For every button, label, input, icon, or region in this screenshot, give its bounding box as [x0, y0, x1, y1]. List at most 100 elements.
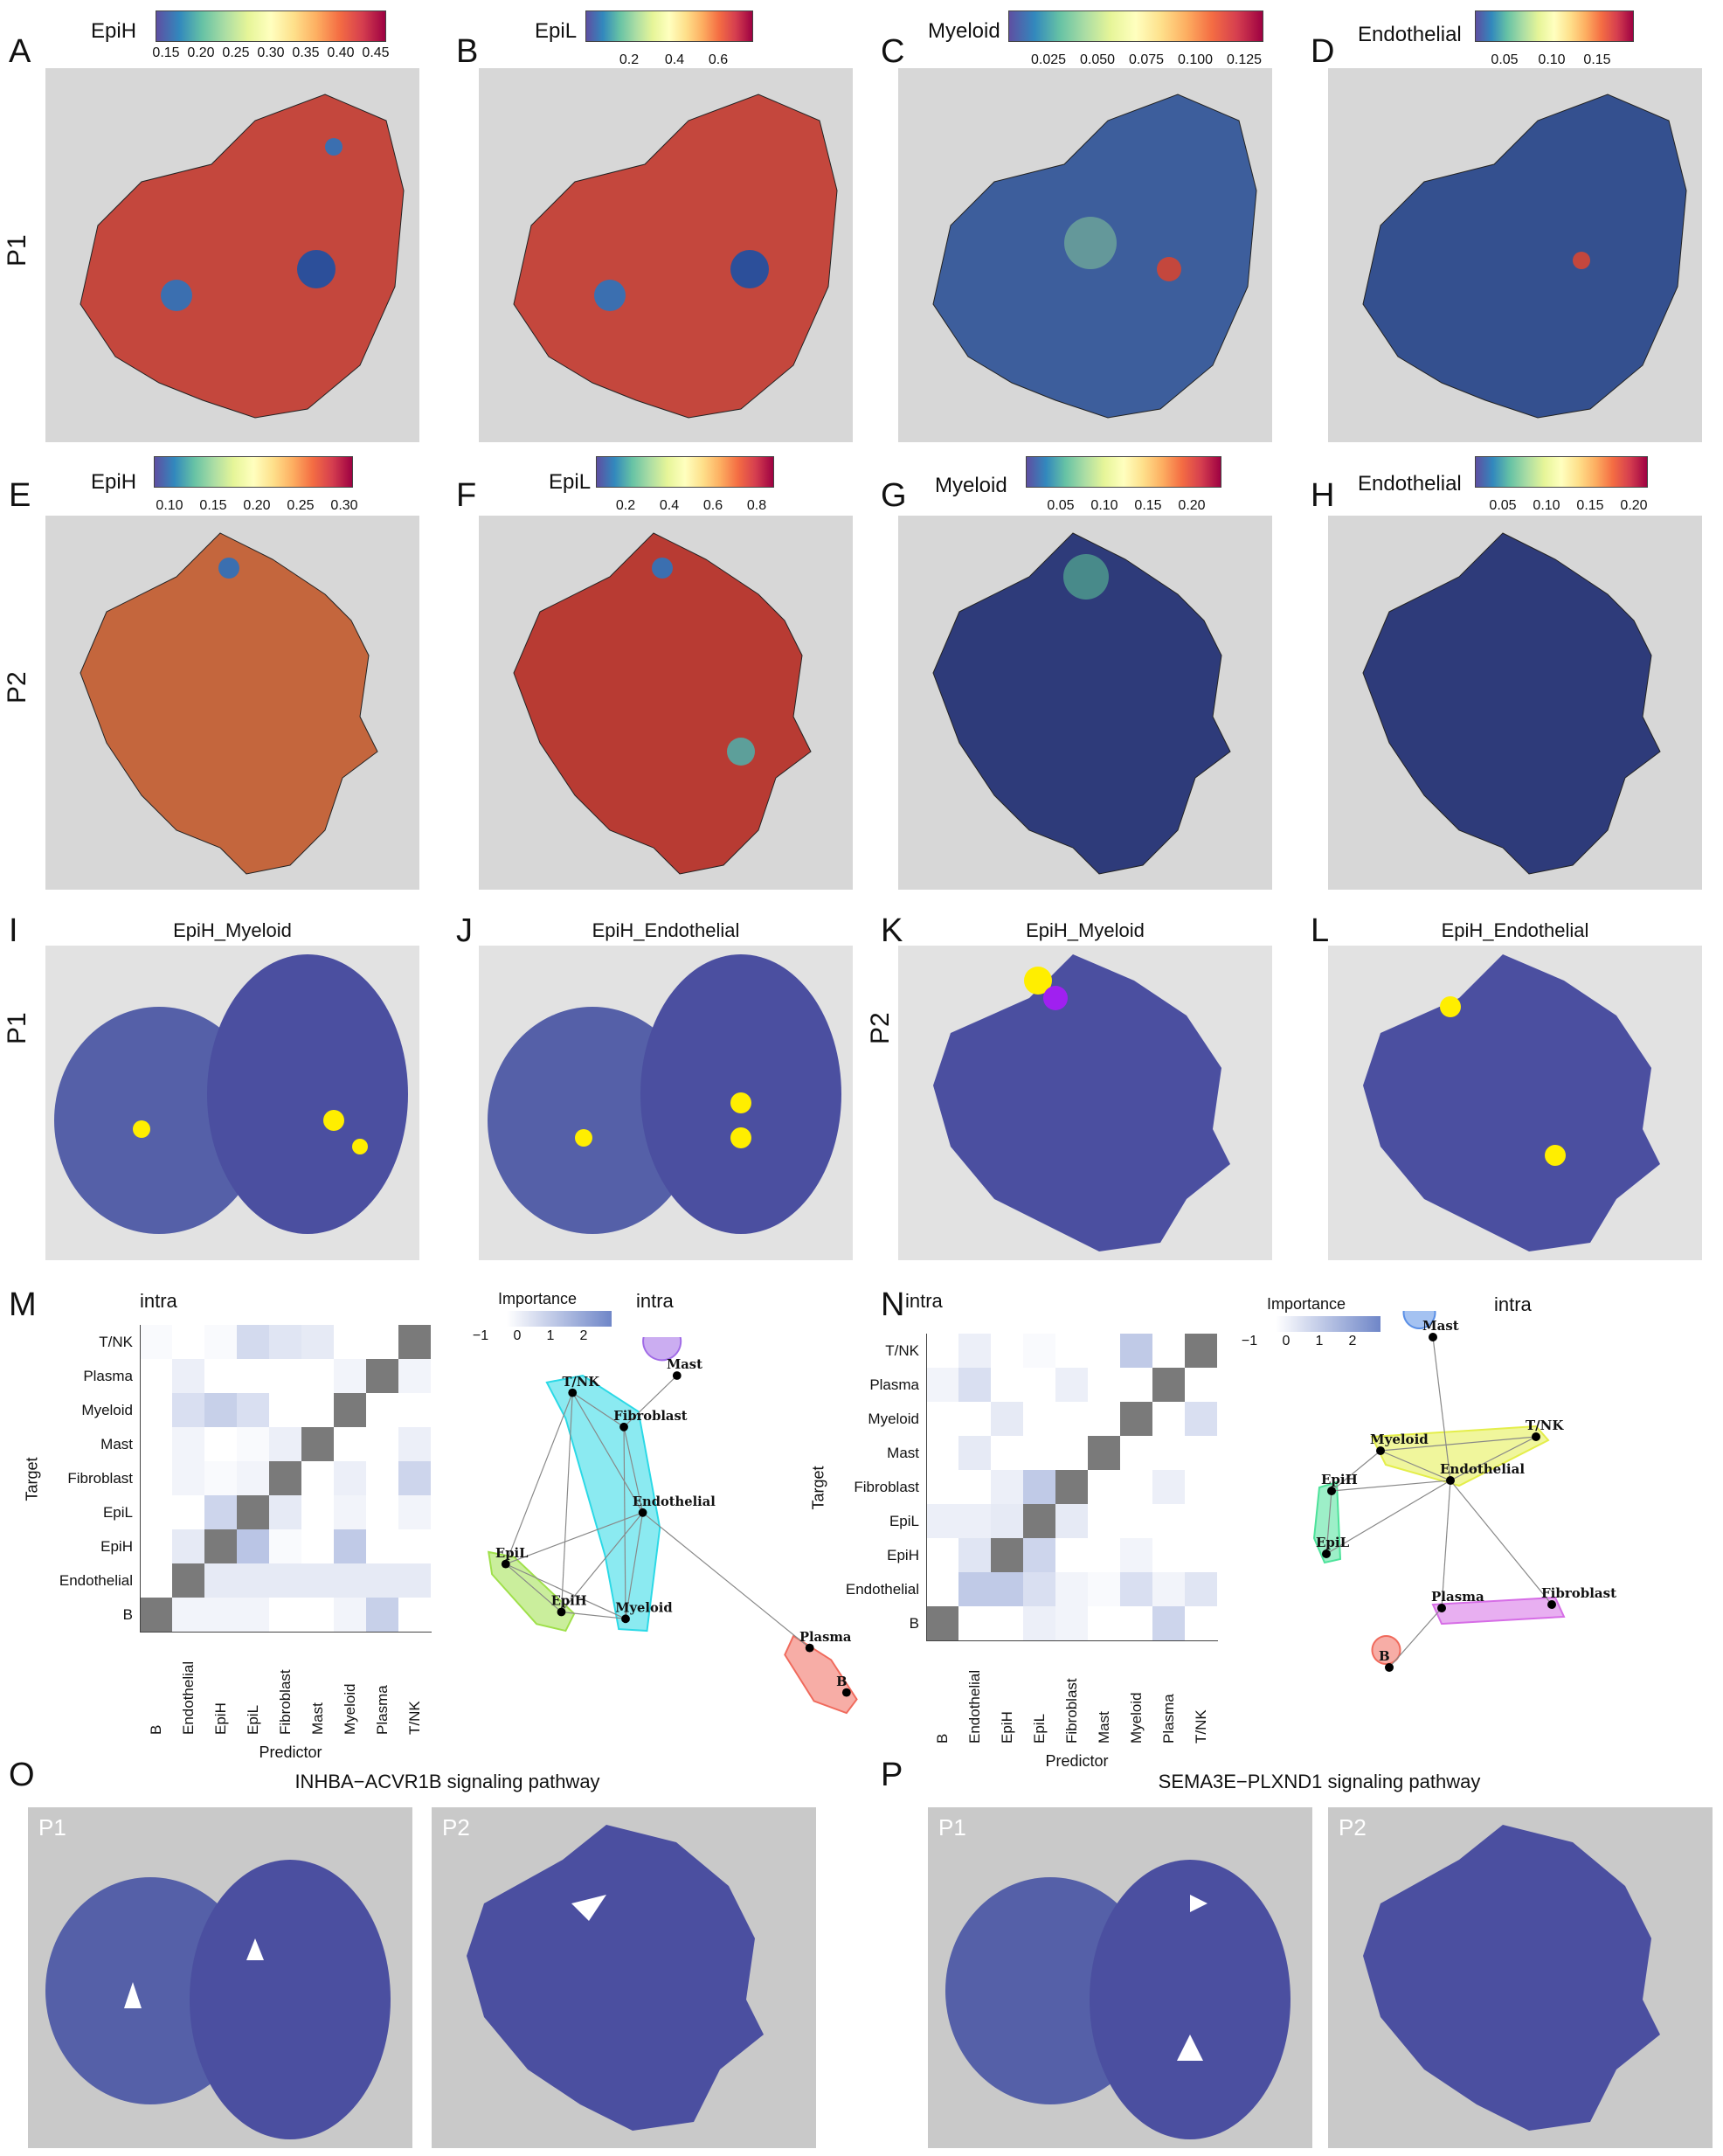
- panel-n-letter: N: [881, 1286, 905, 1323]
- heatmap-cell: [1152, 1572, 1185, 1606]
- heatmap-cell: [269, 1427, 301, 1461]
- heatmap-cell: [926, 1368, 958, 1402]
- panel-m-network: T/NK Mast Fibroblast Endothelial EpiL EpiH Mye…: [454, 1321, 882, 1757]
- colorbar-gradient: [156, 10, 386, 42]
- network-node-label: T/NK: [1526, 1418, 1564, 1433]
- tick-label: 0.10: [1090, 498, 1118, 513]
- heatmap-cell: [1088, 1368, 1120, 1402]
- x-axis-title: Predictor: [1045, 1752, 1109, 1770]
- panel-n-network-title: intra: [1494, 1293, 1532, 1315]
- tick-label: 0.05: [1489, 498, 1517, 513]
- heatmap-cell: [958, 1606, 991, 1640]
- panel-g-tissue-map: [898, 516, 1272, 890]
- heatmap-cell: [334, 1598, 366, 1632]
- heatmap-cell: [1120, 1402, 1152, 1436]
- colorbar-gradient: [585, 10, 753, 42]
- heatmap-cell: [398, 1359, 431, 1393]
- heatmap-cell: [301, 1598, 334, 1632]
- x-tick-label: EpiL: [244, 1704, 261, 1735]
- heatmap-cell: [172, 1393, 204, 1427]
- y-axis-title: Target: [23, 1456, 41, 1501]
- heatmap-cell: [926, 1436, 958, 1470]
- panel-n-importance-legend: Importance −1 0 1 2: [1232, 1293, 1389, 1348]
- tick-label: 0.15: [1134, 498, 1162, 513]
- heatmap-cell: [366, 1359, 398, 1393]
- heatmap-cell: [301, 1427, 334, 1461]
- heatmap-cell: [1088, 1334, 1120, 1368]
- tick-label: 0.125: [1226, 52, 1263, 67]
- heatmap-cell: [140, 1529, 172, 1563]
- heatmap-cell: [991, 1606, 1023, 1640]
- panel-h-tissue-map: [1328, 516, 1702, 890]
- heatmap-cell: [958, 1504, 991, 1538]
- heatmap-cell: [140, 1393, 172, 1427]
- network-node-label: B: [836, 1674, 847, 1689]
- heatmap-cell: [991, 1436, 1023, 1470]
- network-edge: [1331, 1480, 1451, 1492]
- heatmap-cell: [1055, 1368, 1088, 1402]
- network-graph: T/NK Mast Fibroblast Endothelial EpiL EpiH Mye…: [488, 1321, 858, 1715]
- heatmap-cell: [172, 1427, 204, 1461]
- panel-m-network-title: intra: [636, 1290, 674, 1312]
- tissue-shape: [1090, 1860, 1291, 2139]
- heatmap-cell: [172, 1325, 204, 1359]
- cluster-hull: [545, 1374, 661, 1633]
- heatmap-cell: [398, 1529, 431, 1563]
- network-edge: [1325, 1480, 1451, 1555]
- heatmap-frame: [926, 1334, 1218, 1641]
- tick-label: 0.30: [330, 498, 358, 513]
- panel-k-letter: K: [881, 912, 903, 949]
- panel-e-letter: E: [9, 477, 31, 514]
- heatmap-cell: [237, 1461, 269, 1495]
- panel-b-letter: B: [456, 33, 479, 70]
- network-node: [619, 1422, 628, 1432]
- heatmap-cell: [398, 1495, 431, 1529]
- panel-m-heatmap: T/NK Plasma Myeloid Mast Fibroblast EpiL EpiH E…: [0, 1311, 472, 1761]
- heatmap-cell: [301, 1359, 334, 1393]
- network-edge: [1331, 1450, 1381, 1492]
- heatmap-cell: [140, 1461, 172, 1495]
- heatmap-cell: [398, 1427, 431, 1461]
- heatmap-cell: [1055, 1538, 1088, 1572]
- colorbar-title: EpiH: [91, 19, 137, 43]
- tick-label: 1: [546, 1328, 555, 1343]
- heatmap-cell: [334, 1325, 366, 1359]
- y-axis-title: Target: [809, 1465, 827, 1510]
- x-tick-label: Plasma: [373, 1685, 391, 1735]
- panel-g-letter: G: [881, 477, 907, 514]
- tick-label: 0.05: [1047, 498, 1075, 513]
- heatmap-frame: [140, 1325, 432, 1633]
- row-label-p1-top: P1: [3, 234, 31, 267]
- heatmap-cell: [926, 1572, 958, 1606]
- x-tick-label: Fibroblast: [1062, 1678, 1080, 1744]
- heatmap-cell: [1185, 1334, 1217, 1368]
- heatmap-cell: [334, 1529, 366, 1563]
- heatmap-cell: [366, 1427, 398, 1461]
- tissue-shape: [1363, 954, 1660, 1251]
- tick-label: 2: [1348, 1334, 1357, 1348]
- colorbar-gradient: [154, 456, 353, 488]
- heatmap-cell: [172, 1495, 204, 1529]
- importance-title: Importance: [498, 1290, 578, 1307]
- y-tick-label: Mast: [100, 1435, 133, 1452]
- y-tick-label: Myeloid: [868, 1410, 919, 1427]
- tick-label: 0.15: [152, 45, 180, 60]
- heatmap-cell: [958, 1470, 991, 1504]
- heatmap-cell: [1185, 1368, 1217, 1402]
- panel-d-letter: D: [1311, 33, 1335, 70]
- heatmap-cell: [991, 1504, 1023, 1538]
- heatmap-cell: [237, 1393, 269, 1427]
- importance-title: Importance: [1267, 1295, 1346, 1313]
- network-node: [805, 1643, 814, 1653]
- cluster-hull: [1312, 1480, 1342, 1564]
- heatmap-cell: [926, 1402, 958, 1436]
- tick-label: 0.100: [1177, 52, 1214, 67]
- heatmap-cell: [366, 1325, 398, 1359]
- colorbar-gradient: [1475, 10, 1634, 42]
- heatmap-cell: [991, 1572, 1023, 1606]
- y-tick-label: B: [909, 1614, 919, 1632]
- heatmap-cell: [366, 1563, 398, 1598]
- heatmap-cell: [926, 1504, 958, 1538]
- tick-label: 0.050: [1079, 52, 1116, 67]
- heatmap-cell: [334, 1427, 366, 1461]
